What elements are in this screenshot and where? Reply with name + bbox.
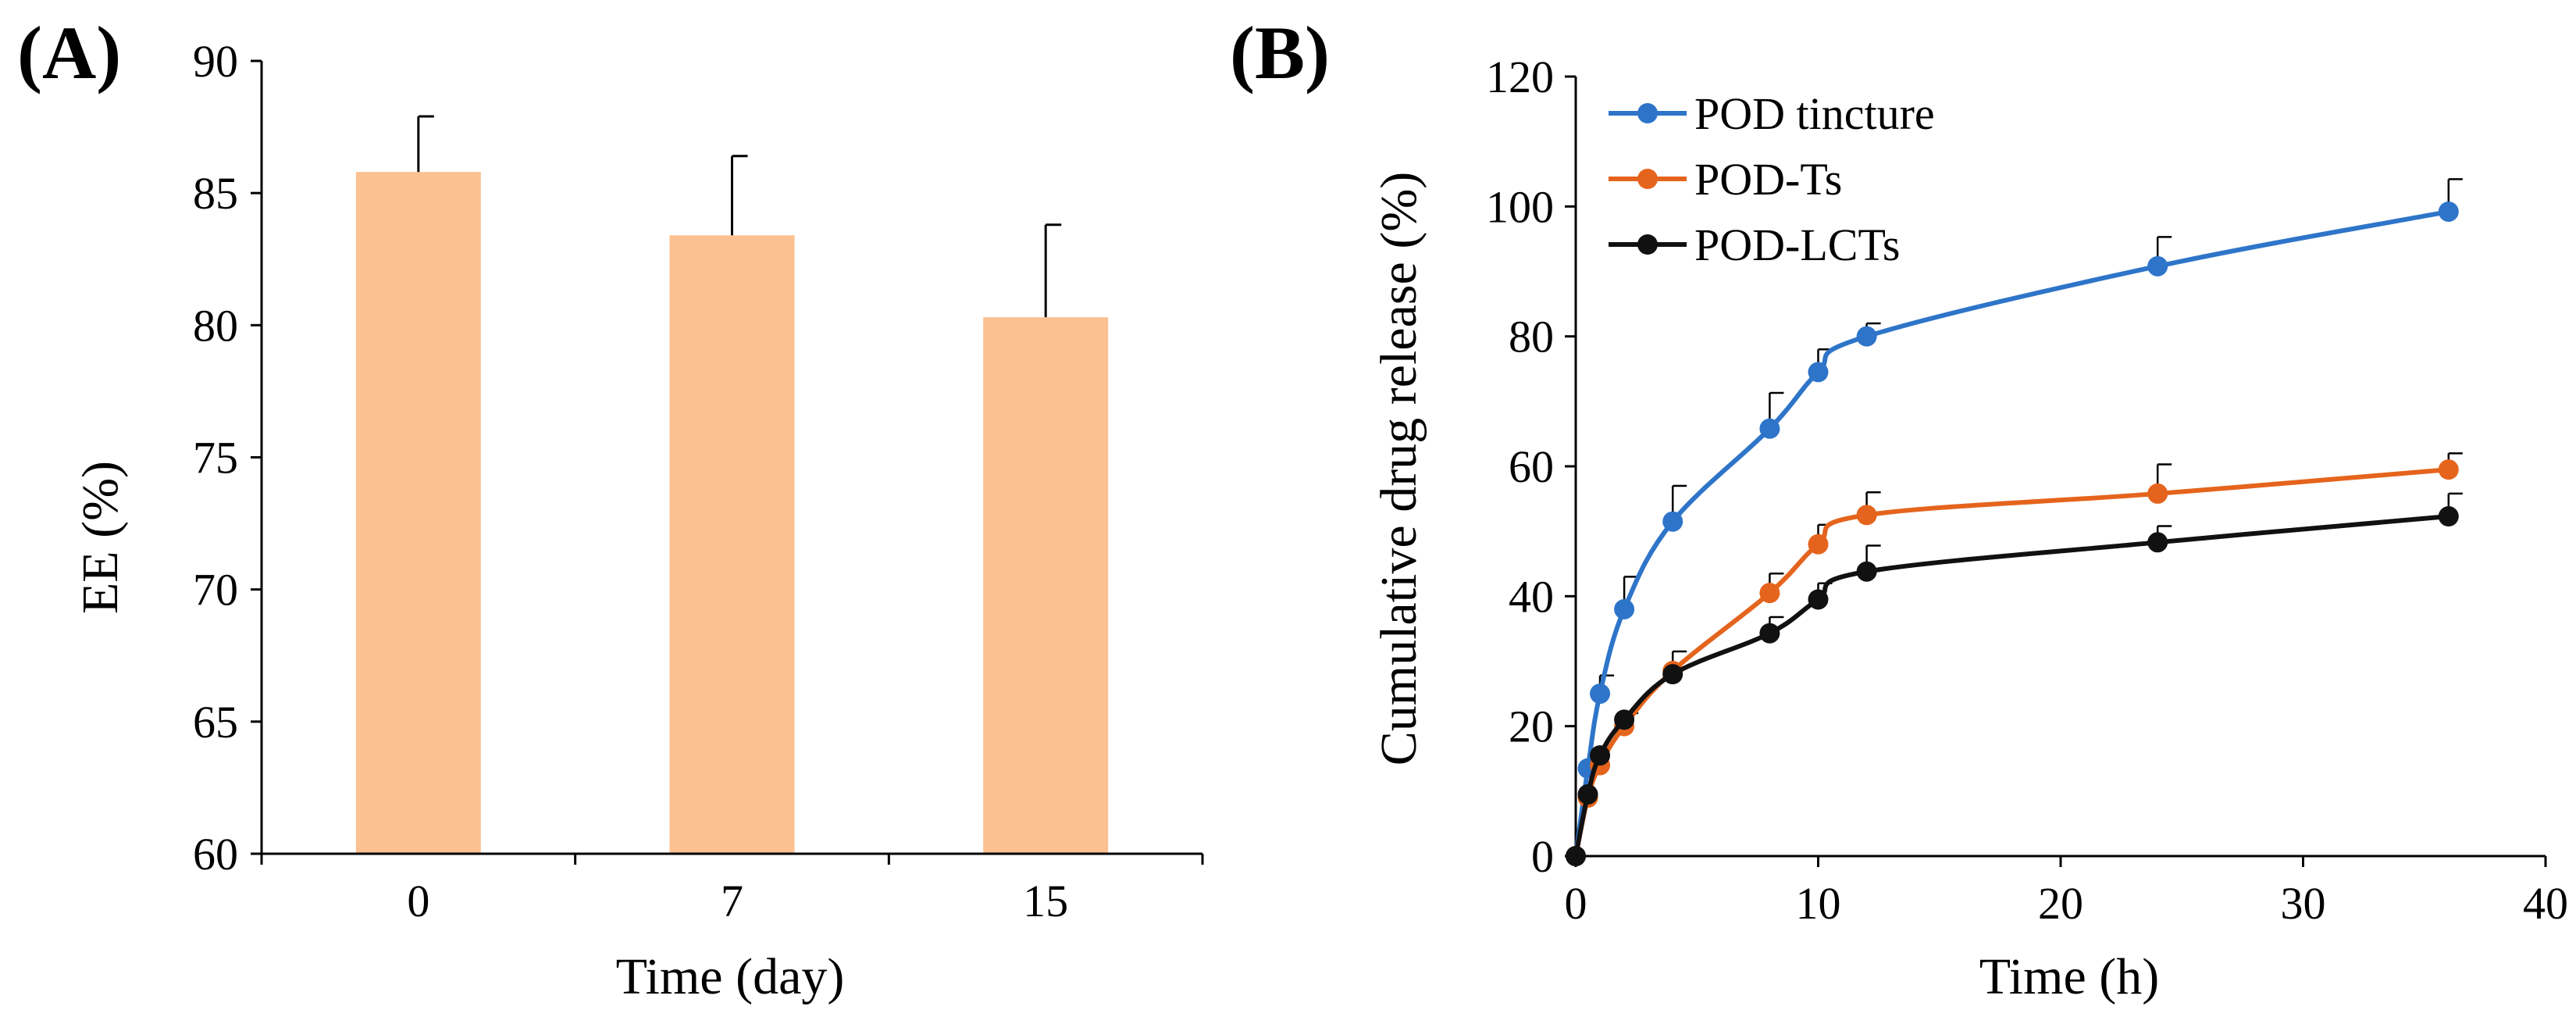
data-point: [2438, 201, 2459, 222]
panel-a-bars: [355, 172, 1109, 855]
data-point: [1662, 511, 1683, 532]
data-point: [1856, 505, 1877, 526]
data-point: [1759, 583, 1780, 604]
panel-b-legend: POD tincture POD-Ts POD-LCTs: [1609, 88, 1935, 270]
data-point: [1614, 598, 1635, 619]
bar-15: [983, 317, 1109, 854]
data-point: [1808, 589, 1829, 610]
data-point: [2438, 459, 2459, 480]
data-point: [1856, 326, 1877, 347]
x-tick-label: 15: [1023, 876, 1068, 926]
data-point: [1614, 709, 1635, 730]
y-tick-label: 70: [193, 565, 238, 616]
bar-0: [355, 172, 481, 855]
panel-a-y-axis-title: EE (%): [72, 461, 129, 614]
panel-a-bar-chart: (A) EE (%) Time (day) 60 65 70 75 80 85 90 0 7 1…: [17, 11, 1204, 1005]
y-tick-label: 90: [193, 36, 238, 87]
x-tick-label: 0: [1565, 878, 1587, 929]
data-point: [1590, 745, 1611, 766]
data-point: [1808, 533, 1829, 555]
panel-b-x-ticks: 0 10 20 30 40: [1565, 856, 2568, 929]
y-tick-label: 80: [1509, 312, 1554, 362]
legend-marker: [1637, 169, 1658, 189]
panel-b-y-axis-title: Cumulative drug release (%): [1370, 172, 1427, 766]
legend-marker: [1637, 103, 1658, 123]
x-tick-label: 0: [407, 876, 429, 926]
legend-label: POD-Ts: [1694, 154, 1842, 205]
series-line: [1573, 209, 2450, 857]
data-point: [1856, 561, 1877, 582]
y-tick-label: 60: [193, 829, 238, 880]
x-tick-label: 40: [2523, 878, 2568, 929]
panel-b-label: (B): [1230, 11, 1330, 95]
legend-label: POD tincture: [1694, 88, 1935, 139]
x-tick-label: 20: [2038, 878, 2083, 929]
series-line: [1573, 514, 2450, 857]
panel-b-series: [1566, 178, 2463, 866]
y-tick-label: 80: [193, 300, 238, 351]
x-tick-label: 30: [2281, 878, 2326, 929]
series-pod-lcts: [1566, 492, 2463, 866]
y-tick-label: 75: [193, 433, 238, 484]
panel-a-x-ticks: 0 7 15: [260, 854, 1204, 926]
data-point: [1566, 846, 1586, 866]
panel-a-y-ticks: 60 65 70 75 80 85 90: [193, 36, 262, 880]
y-tick-label: 60: [1509, 441, 1554, 492]
data-point: [1577, 783, 1598, 805]
y-tick-label: 0: [1531, 831, 1554, 882]
data-point: [1759, 623, 1780, 644]
panel-b-x-axis-title: Time (h): [1979, 948, 2159, 1005]
y-tick-label: 100: [1486, 181, 1554, 232]
data-point: [1808, 362, 1829, 383]
data-point: [2147, 483, 2168, 504]
data-point: [2438, 506, 2459, 527]
panel-a-label: (A): [17, 11, 121, 95]
y-tick-label: 40: [1509, 571, 1554, 622]
y-tick-label: 65: [193, 697, 238, 748]
data-point: [2147, 255, 2168, 277]
y-tick-label: 120: [1486, 52, 1554, 102]
legend-label: POD-LCTs: [1694, 219, 1900, 270]
bar-7: [669, 235, 795, 854]
panel-b-y-ticks: 0 20 40 60 80 100 120: [1486, 52, 1576, 882]
x-tick-label: 7: [721, 876, 743, 926]
series-pod-tincture: [1566, 178, 2463, 866]
panel-b-line-chart: (B) Cumulative drug release (%) Time (h)…: [1230, 11, 2568, 1005]
y-tick-label: 85: [193, 168, 238, 219]
legend-marker: [1637, 234, 1658, 255]
data-point: [1590, 683, 1611, 705]
x-tick-label: 10: [1796, 878, 1841, 929]
panel-a-x-axis-title: Time (day): [616, 948, 845, 1005]
data-point: [2147, 532, 2168, 553]
data-point: [1759, 418, 1780, 439]
data-point: [1662, 664, 1683, 685]
panel-a-error-bars: [417, 115, 1062, 318]
y-tick-label: 20: [1509, 701, 1554, 752]
